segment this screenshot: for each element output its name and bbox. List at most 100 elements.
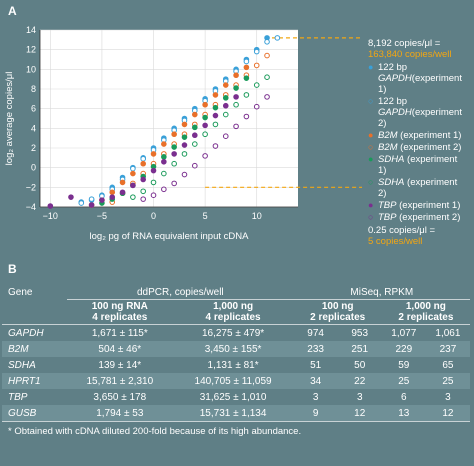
- data-point: [212, 112, 219, 119]
- legend-entry-label: B2M (experiment 1): [378, 130, 468, 141]
- legend-entry-label: SDHA (experiment 1): [378, 154, 468, 176]
- data-point: [202, 101, 208, 108]
- filled-circle-icon: ●: [368, 130, 374, 140]
- table-cell-miseq-100-a: 233: [293, 341, 338, 357]
- data-point: [140, 156, 146, 162]
- table-cell-ddpcr-100: 3,650 ± 178: [93, 391, 147, 403]
- plot-area: [40, 30, 298, 207]
- data-point: [119, 179, 126, 186]
- data-point: [212, 104, 219, 111]
- legend-bottom-note-1: 0.25 copies/μl =: [368, 225, 436, 236]
- open-circle-icon: ○: [368, 212, 374, 222]
- table-cell-miseq-1000-b: 3: [445, 391, 451, 403]
- legend-entry-label: B2M (experiment 2): [378, 142, 468, 153]
- table-cell-miseq-100-b: 12: [337, 405, 382, 421]
- legend-entry: ○ SDHA (experiment 2): [368, 177, 468, 199]
- open-circle-icon: ○: [368, 142, 374, 152]
- data-point: [171, 131, 177, 138]
- data-point: [161, 170, 167, 177]
- table-cell-miseq-1000-a: 13: [381, 405, 426, 421]
- table-cell-miseq-1000-a: 59: [398, 359, 410, 371]
- legend-top-note-2: 163,840 copies/well: [368, 49, 452, 60]
- table-cell-ddpcr-1000: 31,625 ± 1,010: [199, 391, 267, 403]
- y-tick-label: 14: [26, 25, 36, 35]
- data-point: [243, 92, 250, 98]
- data-point: [192, 124, 198, 131]
- y-tick-label: −4: [26, 202, 36, 212]
- x-tick-label: −10: [43, 211, 58, 221]
- data-point: [192, 162, 198, 169]
- table-cell-miseq-100-a: 51: [310, 359, 322, 371]
- data-point: [202, 131, 208, 138]
- legend-post: (experiment 1): [378, 154, 458, 176]
- table-row: SDHA 139 ± 14* 1,131 ± 81* 51 50 59 65: [2, 357, 470, 373]
- y-tick-label: 10: [26, 64, 36, 74]
- data-point: [161, 141, 167, 147]
- data-point: [181, 142, 188, 148]
- data-point: [161, 158, 167, 165]
- legend-post: (experiment 1): [396, 200, 461, 211]
- table-cell-miseq-1000-a: 229: [381, 341, 426, 357]
- sub-ddpcr-100: 100 ng RNA 4 replicates: [91, 301, 148, 323]
- data-point: [264, 94, 270, 100]
- table-body: GAPDH 1,671 ± 115* 16,275 ± 479* 974 953 1,07…: [2, 324, 470, 421]
- y-tick-label: 12: [26, 45, 36, 55]
- open-circle-icon: ○: [368, 96, 374, 106]
- data-table: Gene ddPCR, copies/well MiSeq, RPKM 100 …: [2, 286, 470, 441]
- data-point: [222, 102, 229, 109]
- legend-post: (experiment 2): [397, 142, 462, 153]
- data-point: [171, 160, 177, 167]
- data-point: [171, 144, 177, 150]
- table-cell-ddpcr-100: 1,671 ± 115*: [91, 327, 148, 339]
- data-point: [130, 182, 136, 189]
- table-cell-ddpcr-1000: 140,705 ± 11,059: [172, 373, 294, 389]
- table-cell-gene: B2M: [2, 341, 68, 357]
- data-point: [243, 64, 250, 71]
- legend-gene: SDHA: [378, 177, 405, 188]
- data-point: [150, 167, 157, 174]
- table-cell-gene: SDHA: [8, 359, 36, 371]
- table-cell-ddpcr-1000: 15,731 ± 1,134: [172, 405, 294, 421]
- data-point: [119, 189, 126, 196]
- data-point: [222, 111, 229, 118]
- legend-entries: ● 122 bp GAPDH(experiment 1) ○ 122 bp GAPDH…: [368, 62, 468, 223]
- data-point: [68, 194, 74, 200]
- table-footnote: * Obtained with cDNA diluted 200-fold be…: [2, 421, 470, 441]
- legend-entry: ○ TBP (experiment 2): [368, 212, 468, 223]
- data-point: [150, 192, 157, 198]
- table-cell-miseq-1000-a: 6: [401, 391, 407, 403]
- col-miseq-header: MiSeq, RPKM: [293, 286, 470, 300]
- data-point: [88, 202, 95, 208]
- data-point: [233, 94, 239, 100]
- data-point: [171, 151, 177, 157]
- data-point: [150, 179, 157, 186]
- sub-miseq-100: 100 ng 2 replicates: [310, 301, 366, 323]
- data-point: [161, 154, 167, 160]
- filled-circle-icon: ●: [368, 200, 374, 210]
- data-point: [212, 92, 219, 98]
- data-point: [222, 95, 229, 101]
- table-cell-gene: TBP: [8, 391, 28, 403]
- data-point: [130, 165, 136, 172]
- data-point: [233, 72, 239, 79]
- data-point: [161, 186, 167, 193]
- table-cell-ddpcr-100: 15,781 ± 2,310: [67, 373, 173, 389]
- table-cell-miseq-100-b: 50: [354, 359, 366, 371]
- filled-circle-icon: ●: [368, 62, 374, 72]
- table-cell-miseq-100-a: 34: [293, 373, 338, 389]
- data-point: [253, 82, 260, 88]
- data-point: [181, 121, 188, 128]
- legend-pre: 122 bp: [378, 96, 408, 107]
- scatter-chart: −4 −2 0 2 4 6 8 10 12 14 −10 −5 0 5 10 log₂ pg of RNA e…: [4, 25, 362, 242]
- table-cell-ddpcr-100: 1,794 ± 53: [67, 405, 173, 421]
- data-point: [140, 160, 146, 167]
- data-point: [192, 111, 198, 118]
- data-point: [253, 48, 260, 55]
- data-point: [243, 58, 250, 65]
- col-ddpcr-header: ddPCR, copies/well: [67, 286, 294, 300]
- data-point: [47, 203, 54, 209]
- data-point: [243, 113, 250, 120]
- data-point: [140, 188, 146, 195]
- legend-gene: B2M: [378, 130, 398, 141]
- legend-pre: 122 bp: [378, 62, 408, 73]
